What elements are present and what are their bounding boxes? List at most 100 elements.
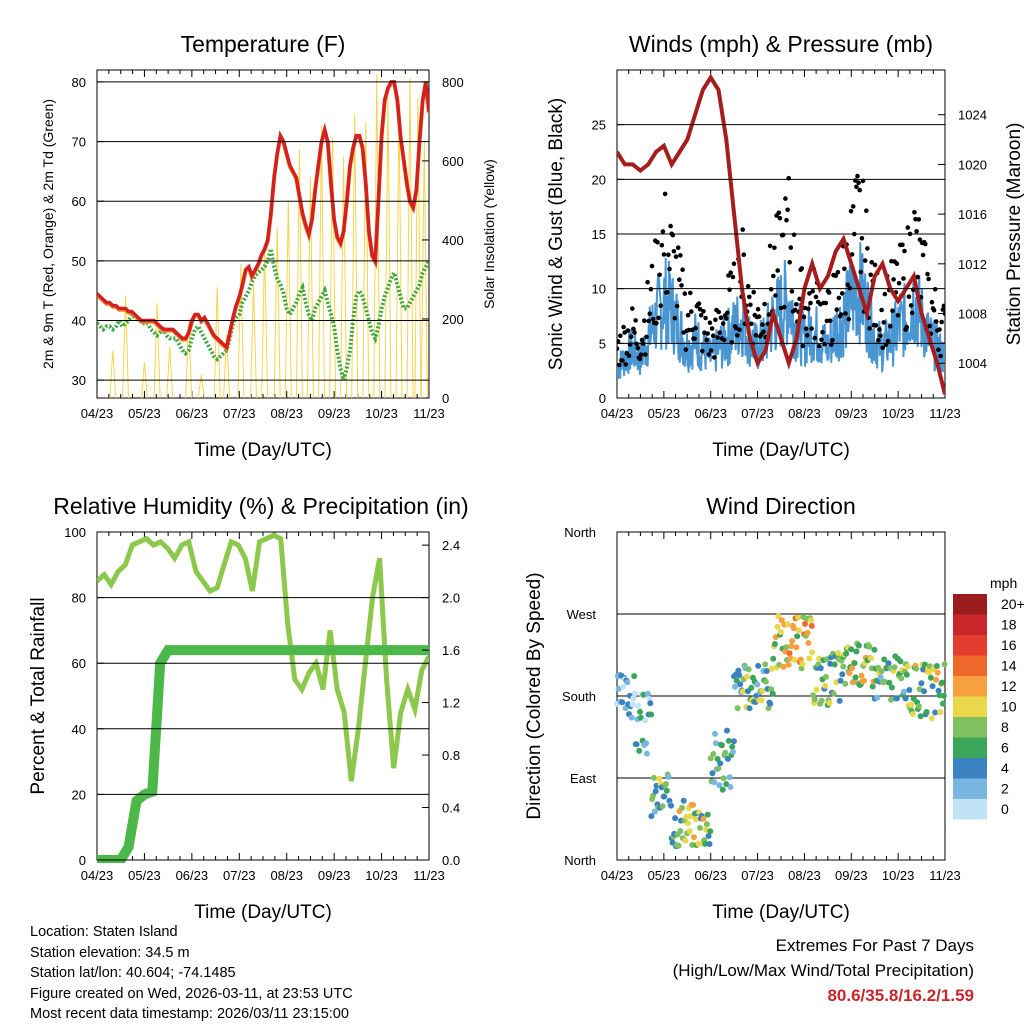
direction-point: [730, 748, 736, 755]
direction-point: [702, 840, 709, 847]
gust-point: [902, 248, 907, 254]
winds-title: Winds (mph) & Pressure (mb): [629, 31, 933, 57]
gust-point: [894, 261, 900, 267]
direction-point: [894, 695, 900, 702]
gust-point: [806, 306, 811, 312]
direction-point: [717, 760, 724, 767]
rh_precip-xtick-label: 05/23: [128, 868, 161, 883]
gust-point: [865, 246, 870, 251]
solar-insolation-spike: [153, 303, 161, 398]
sonic-wind-line: [617, 242, 945, 380]
direction-point: [712, 730, 718, 737]
direction-point: [904, 663, 911, 670]
gust-point: [819, 337, 824, 343]
direction-point: [933, 663, 940, 669]
gust-point: [920, 252, 926, 258]
gust-point: [938, 353, 943, 359]
direction-point: [940, 692, 947, 699]
direction-point: [823, 673, 829, 680]
direction-point: [808, 617, 814, 624]
gust-point: [721, 337, 727, 343]
temperature-y2tick-label: 0: [442, 391, 449, 406]
gust-point: [854, 184, 859, 190]
direction-point: [897, 658, 904, 665]
gust-point: [864, 208, 869, 213]
direction-point: [843, 650, 850, 657]
gust-point: [768, 287, 774, 292]
wind_direction-title: Wind Direction: [706, 493, 856, 519]
direction-point: [868, 655, 874, 662]
rh_precip-xtick-label: 08/23: [270, 868, 303, 883]
winds-ytick-label: 20: [592, 172, 606, 187]
temperature-xtick-label: 07/23: [223, 406, 256, 421]
direction-point: [685, 820, 691, 827]
direction-point: [822, 682, 829, 689]
gust-point: [672, 315, 678, 321]
gust-point: [679, 283, 684, 288]
direction-point: [794, 633, 801, 640]
gust-point: [912, 210, 917, 215]
direction-point: [628, 714, 635, 721]
direction-point: [869, 683, 876, 690]
gust-point: [692, 336, 697, 342]
gust-point: [801, 314, 807, 320]
direction-point: [932, 709, 939, 716]
gust-point: [826, 290, 832, 295]
gust-point: [632, 330, 637, 335]
gust-point: [682, 291, 688, 296]
gust-point: [756, 314, 762, 319]
gust-point: [904, 324, 909, 330]
temperature-y2tick-label: 400: [442, 233, 464, 248]
gust-point: [782, 304, 787, 310]
gust-point: [670, 232, 676, 238]
direction-point: [804, 629, 811, 636]
direction-point: [775, 613, 782, 620]
gust-point: [785, 207, 790, 213]
direction-point: [908, 701, 915, 708]
gust-point: [812, 335, 818, 341]
gust-point: [762, 301, 767, 307]
speed-legend-label: 4: [1001, 760, 1009, 776]
direction-point: [707, 828, 714, 835]
solar-insolation-spike: [284, 200, 292, 398]
gust-point: [856, 180, 861, 185]
direction-point: [633, 741, 640, 748]
gust-point: [675, 245, 681, 250]
gust-point: [706, 352, 712, 357]
direction-point: [928, 715, 935, 722]
gust-point: [792, 307, 798, 313]
gust-point: [940, 307, 945, 312]
direction-point: [677, 828, 684, 834]
gust-point: [703, 315, 708, 321]
gust-point: [937, 327, 942, 332]
gust-point: [905, 225, 911, 230]
gust-point: [625, 328, 631, 333]
direction-point: [830, 690, 837, 697]
gust-point: [712, 355, 717, 360]
gust-point: [879, 307, 884, 313]
direction-point: [818, 697, 825, 704]
gust-point: [766, 312, 772, 317]
direction-point: [786, 650, 793, 657]
speed-legend-title: mph: [990, 575, 1017, 591]
gust-point: [868, 272, 873, 278]
winds-y2tick-label: 1012: [958, 257, 987, 272]
solar-insolation-spike: [109, 350, 117, 398]
gust-point: [635, 345, 641, 351]
gust-point: [888, 324, 893, 329]
gust-point: [925, 271, 930, 277]
solar-insolation-spike: [384, 97, 392, 398]
solar-insolation-spike: [166, 346, 174, 398]
gust-point: [688, 290, 693, 296]
gust-point: [900, 242, 905, 248]
direction-point: [712, 740, 719, 747]
direction-point: [921, 688, 927, 695]
rh_precip-ytick-label: 80: [72, 591, 86, 606]
gust-point: [718, 315, 724, 321]
gust-point: [659, 242, 665, 248]
temperature-ylabel: 2m & 9m T (Red, Orange) & 2m Td (Green): [40, 99, 56, 369]
gust-point: [677, 277, 682, 283]
rh_precip-ytick-label: 60: [72, 656, 86, 671]
direction-tick-label: West: [567, 607, 597, 622]
gust-point: [630, 306, 635, 311]
